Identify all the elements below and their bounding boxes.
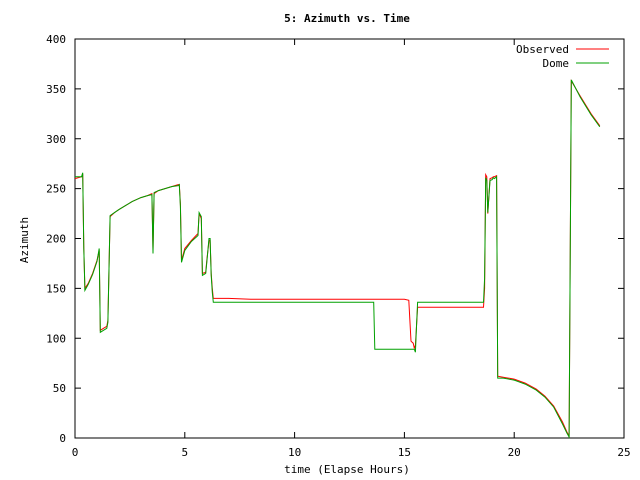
- plot-frame: [74, 38, 625, 439]
- legend-label-dome: Dome: [543, 57, 570, 70]
- x-tick-label: 0: [72, 446, 79, 459]
- y-tick-label: 300: [46, 133, 66, 146]
- x-tick-label: 20: [508, 446, 521, 459]
- series-line-dome: [75, 79, 601, 439]
- x-tick-label: 5: [181, 446, 188, 459]
- y-tick-label: 50: [53, 382, 66, 395]
- y-tick-label: 100: [46, 332, 66, 345]
- x-axis-label: time (Elapse Hours): [284, 463, 410, 476]
- x-tick-label: 10: [288, 446, 301, 459]
- y-tick-label: 400: [46, 33, 66, 46]
- chart-title: 5: Azimuth vs. Time: [284, 12, 410, 25]
- legend-label-observed: Observed: [516, 43, 569, 56]
- y-tick-label: 0: [59, 432, 66, 445]
- y-tick-label: 150: [46, 282, 66, 295]
- series-layer: [74, 79, 601, 439]
- y-axis-label: Azimuth: [18, 217, 31, 263]
- y-tick-label: 350: [46, 83, 66, 96]
- x-tick-label: 15: [398, 446, 411, 459]
- x-tick-label: 25: [617, 446, 630, 459]
- y-tick-label: 250: [46, 183, 66, 196]
- y-tick-label: 200: [46, 233, 66, 246]
